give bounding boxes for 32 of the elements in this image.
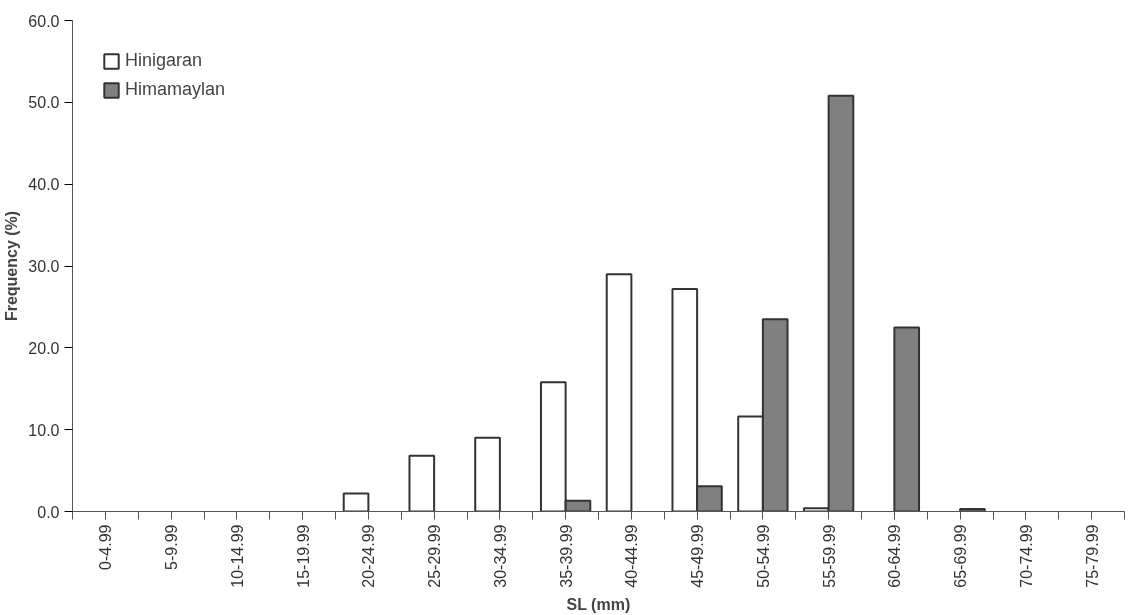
y-tick-label: 40.0 [28, 176, 60, 194]
bar [474, 436, 501, 512]
x-tick-label: 15-19.99 [294, 524, 312, 588]
x-tick-label: 75-79.99 [1083, 524, 1101, 588]
bar [342, 492, 370, 512]
x-tick-label: 65-69.99 [952, 524, 970, 588]
y-tick-label: 10.0 [28, 421, 60, 439]
y-tick-label: 30.0 [28, 258, 60, 275]
x-tick-label: 5-9.99 [163, 524, 181, 570]
x-tick-label: 35-39.99 [557, 524, 575, 588]
x-tick-label: 20-24.99 [360, 524, 378, 588]
x-tick-label: 30-34.99 [491, 524, 509, 588]
x-tick-label: 0-4.99 [97, 524, 115, 570]
x-tick-label: 70-74.99 [1017, 524, 1035, 588]
x-tick-label: 60-64.99 [886, 524, 904, 588]
y-tick-label: 0.0 [37, 503, 60, 521]
y-tick-label: 50.0 [28, 94, 60, 112]
y-tick-label: 60.0 [28, 12, 60, 30]
x-tick-label: 40-44.99 [623, 524, 641, 588]
y-axis-title: Frequency (%) [3, 210, 21, 322]
x-tick-label: 25-29.99 [426, 524, 444, 588]
bar [893, 326, 921, 512]
legend-label: Hinigaran [125, 50, 203, 71]
bar [605, 273, 633, 512]
x-axis-title: SL (mm) [566, 595, 631, 613]
legend-label: Himamaylan [125, 79, 226, 100]
x-tick-label: 10-14.99 [228, 524, 246, 588]
bar [408, 454, 436, 512]
x-tick-label: 55-59.99 [820, 524, 838, 588]
y-tick-label: 20.0 [28, 339, 60, 357]
x-tick-label: 45-49.99 [689, 524, 707, 588]
x-tick-label: 50-54.99 [754, 524, 772, 588]
